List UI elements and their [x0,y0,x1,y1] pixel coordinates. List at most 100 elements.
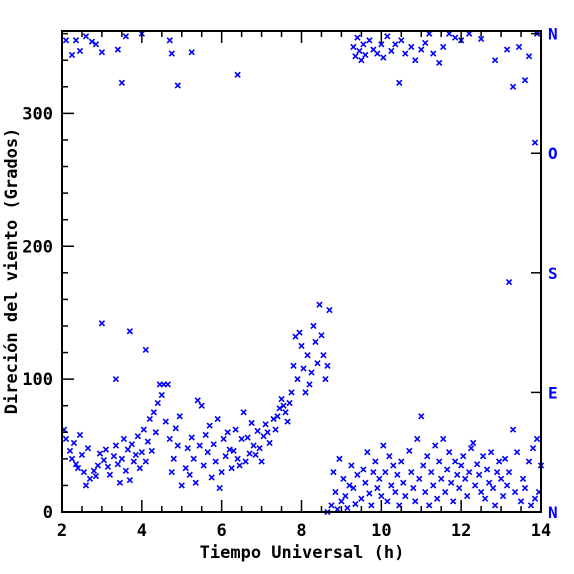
data-point [320,352,327,359]
marker-stroke [400,479,407,486]
data-point [346,482,353,489]
data-point [318,332,325,339]
marker-stroke [178,482,185,489]
marker-stroke [138,449,145,456]
data-point [378,41,385,48]
data-point [90,467,98,474]
data-point [316,301,323,308]
data-point [110,453,118,460]
marker-stroke [216,484,223,492]
marker-stroke [438,475,445,482]
data-point [140,426,147,433]
marker-stroke [98,49,106,56]
data-point [340,475,347,482]
data-point [248,419,255,427]
marker-stroke [362,479,369,486]
data-point [434,495,441,502]
data-point [258,458,265,465]
marker-stroke [473,461,481,468]
marker-stroke [354,471,361,478]
marker-stroke [392,41,399,48]
marker-stroke [336,455,343,463]
data-point [134,433,142,440]
data-point [382,468,389,476]
marker-stroke [452,34,459,41]
data-point [296,329,303,336]
data-point [366,37,373,44]
marker-stroke [238,435,245,443]
data-point [162,418,169,425]
marker-stroke [196,442,203,449]
data-point [436,458,443,465]
marker-stroke [122,467,130,474]
data-point [216,484,223,492]
data-point [298,342,305,350]
marker-stroke [525,53,533,60]
data-point [282,409,289,416]
y-tick-label: 300 [22,104,53,124]
data-point [424,453,431,460]
data-point [234,71,241,79]
marker-stroke [384,33,391,40]
data-point [344,504,351,512]
data-point [374,484,381,492]
marker-stroke [188,49,195,56]
data-point [358,495,365,502]
data-point [378,492,385,500]
data-point [262,421,269,428]
marker-stroke [76,431,84,439]
data-point [304,352,311,359]
data-point [519,475,527,482]
marker-stroke [392,488,399,496]
marker-stroke [388,482,395,489]
data-point [517,498,525,505]
marker-stroke [184,445,191,452]
marker-stroke [330,468,337,476]
marker-stroke [422,39,429,47]
direction-label: O [548,144,558,163]
data-point [412,57,419,64]
marker-stroke [112,375,120,383]
marker-stroke [515,43,523,51]
data-point [68,455,76,463]
marker-stroke [124,446,132,453]
marker-stroke [62,435,70,443]
data-point [446,449,453,456]
data-point [499,492,507,500]
marker-stroke [110,453,118,460]
data-point [218,468,225,476]
data-point [158,391,165,399]
data-point [272,426,279,433]
data-point [124,446,132,453]
marker-stroke [410,484,417,492]
data-point [76,431,84,439]
marker-stroke [370,46,377,53]
data-point [70,439,78,447]
marker-stroke [220,435,227,443]
data-point [436,59,443,67]
marker-stroke [250,442,257,449]
marker-stroke [126,328,134,335]
marker-stroke [312,338,319,346]
data-point [461,475,469,482]
marker-stroke [252,451,259,459]
data-point [76,47,84,55]
marker-stroke [350,43,357,51]
marker-stroke [286,399,293,407]
marker-stroke [422,488,429,496]
marker-stroke [150,409,157,416]
data-point [396,79,403,86]
marker-stroke [174,442,181,449]
data-point [208,474,215,481]
marker-stroke [390,462,397,469]
marker-stroke [531,139,539,146]
data-point [483,466,491,473]
data-point [132,451,140,459]
data-point [184,445,191,452]
data-point [280,402,287,409]
marker-stroke [491,502,499,509]
marker-stroke [264,429,271,436]
data-point [342,492,349,500]
data-point [278,395,285,403]
marker-stroke [481,495,489,502]
